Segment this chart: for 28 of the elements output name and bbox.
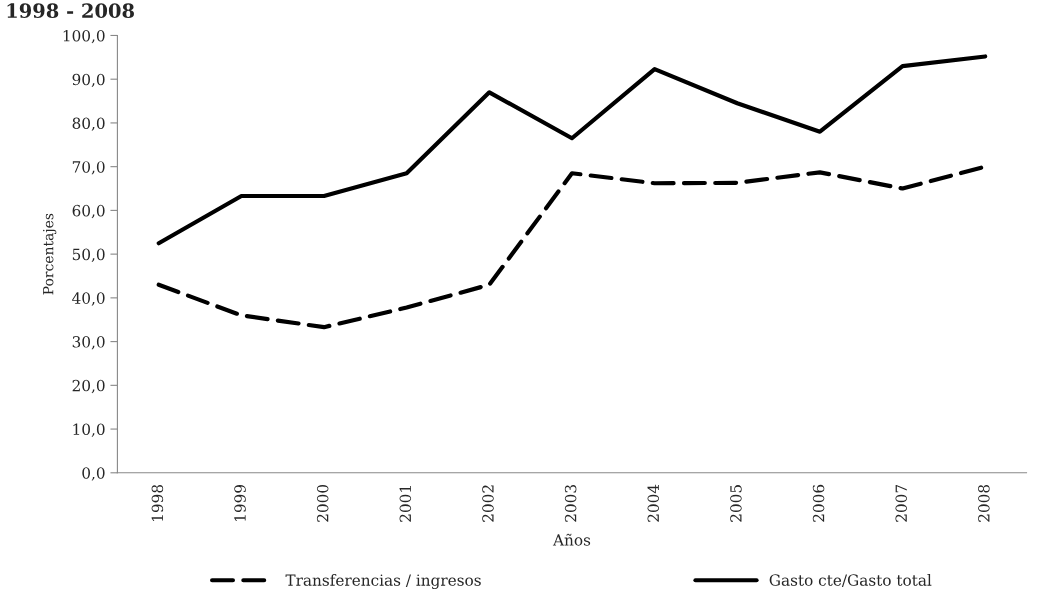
x-tick-label: 2000 xyxy=(316,484,329,522)
x-tick-label: 2001 xyxy=(399,486,412,522)
y-tick-label: 90,0 xyxy=(72,73,105,88)
y-tick-label: 70,0 xyxy=(72,161,105,175)
chart-title: 1998 - 2008 xyxy=(7,3,134,19)
legend-label: Gasto cte/Gasto total xyxy=(769,574,932,588)
y-axis-title: Porcentajes xyxy=(43,213,57,295)
y-tick-label: 100,0 xyxy=(63,29,105,44)
y-tick-label: 0,0 xyxy=(82,467,105,481)
x-tick-label: 1999 xyxy=(234,484,246,521)
x-tick-label: 2005 xyxy=(730,485,742,522)
legend-label: Transferencias / ingresos xyxy=(285,574,481,590)
x-tick-label: 2007 xyxy=(895,485,907,522)
x-tick-label: 1998 xyxy=(151,484,164,521)
y-tick-label: 50,0 xyxy=(72,248,105,263)
y-tick-label: 10,0 xyxy=(73,423,105,437)
y-tick-label: 20,0 xyxy=(72,379,105,394)
x-tick-label: 2004 xyxy=(647,484,660,522)
y-tick-label: 30,0 xyxy=(72,336,105,350)
y-tick-label: 40,0 xyxy=(72,292,105,306)
y-tick-label: 80,0 xyxy=(72,117,105,131)
x-tick-label: 2002 xyxy=(482,485,494,522)
x-tick-label: 2003 xyxy=(564,485,577,522)
x-tick-label: 2006 xyxy=(812,484,825,522)
x-tick-label: 2008 xyxy=(978,484,990,522)
x-axis-title: Años xyxy=(552,533,591,546)
line-series xyxy=(156,54,988,246)
y-tick-label: 60,0 xyxy=(72,204,105,219)
